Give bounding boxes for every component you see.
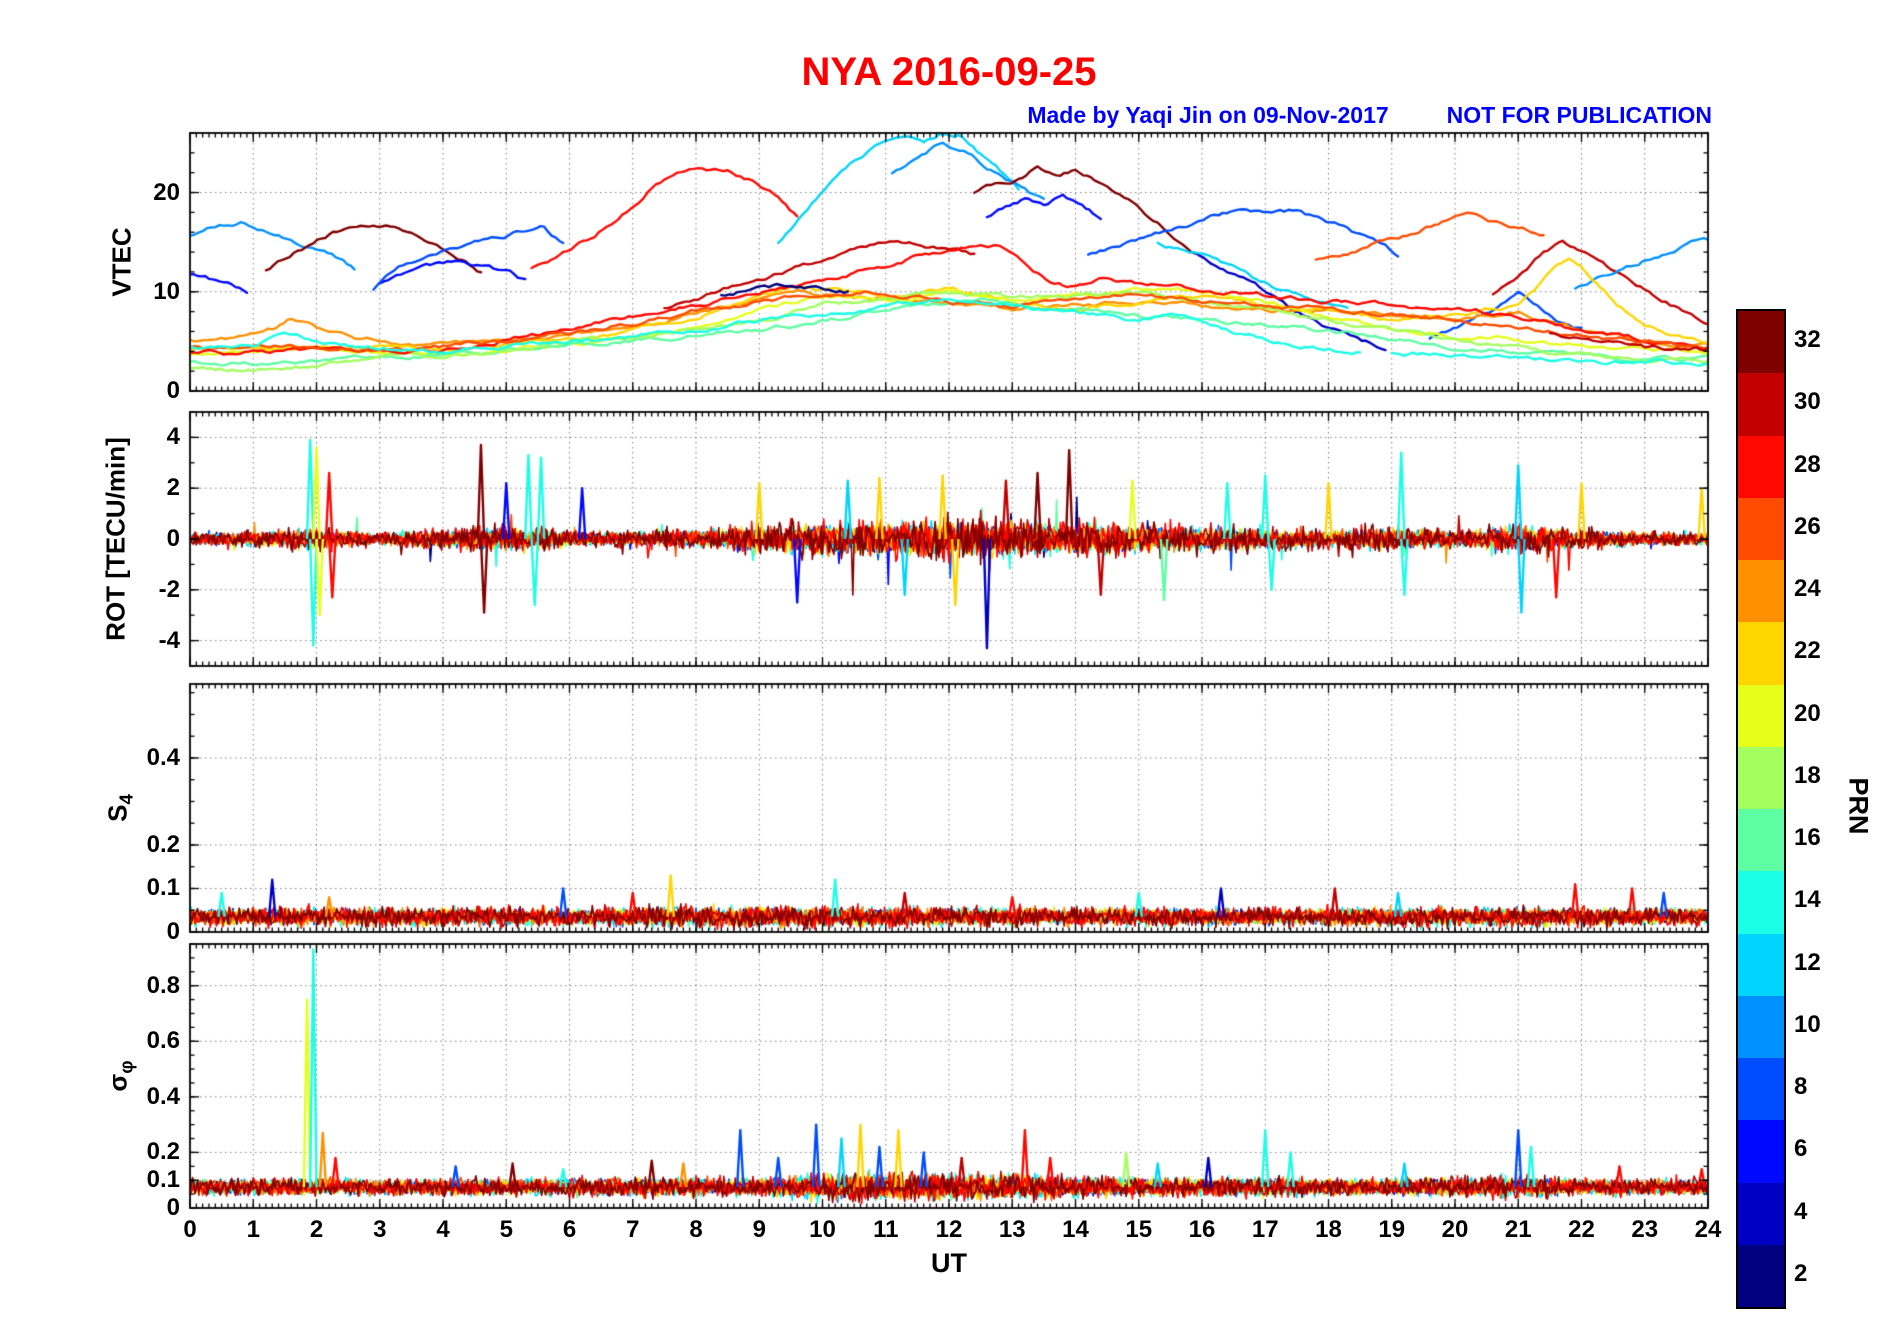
s4-y-tick-label: 0 <box>166 918 180 945</box>
colorbar-block <box>1738 373 1784 436</box>
x-axis-label: UT <box>931 1248 967 1278</box>
colorbar-block <box>1738 1120 1784 1183</box>
colorbar-tick-label: 8 <box>1794 1073 1808 1101</box>
annotation: Made by Yaqi Jin on 09-Nov-2017 NOT FOR … <box>1027 102 1712 129</box>
x-tick-label: 10 <box>809 1216 836 1243</box>
x-tick-label: 11 <box>873 1216 899 1243</box>
colorbar-block <box>1738 1182 1784 1245</box>
colorbar-tick-label: 22 <box>1794 637 1821 665</box>
colorbar-tick-label: 28 <box>1794 450 1821 478</box>
x-tick-label: 2 <box>309 1216 324 1243</box>
colorbar-tick-label: 12 <box>1794 948 1821 976</box>
colorbar-block <box>1738 933 1784 996</box>
x-tick-label: 3 <box>373 1216 387 1243</box>
rot-y-tick-label: 4 <box>166 423 180 451</box>
s4-y-tick-label: 0.2 <box>146 830 180 858</box>
colorbar-block <box>1738 1244 1784 1307</box>
colorbar-tick-label: 16 <box>1794 824 1821 852</box>
s4-axis-label-text: S <box>102 804 133 822</box>
colorbar-block <box>1738 311 1784 374</box>
x-tick-label: 14 <box>1062 1216 1089 1243</box>
vtec-y-tick-label: 10 <box>153 277 180 305</box>
colorbar-block <box>1738 995 1784 1058</box>
colorbar-block <box>1738 622 1784 685</box>
colorbar-block <box>1738 809 1784 872</box>
colorbar-block <box>1738 1058 1784 1121</box>
x-tick-label: 6 <box>562 1216 577 1243</box>
x-tick-label: 15 <box>1125 1216 1153 1243</box>
rot-y-tick-label: -2 <box>158 575 180 603</box>
x-tick-label: 5 <box>499 1216 513 1243</box>
colorbar-tick-label: 4 <box>1794 1197 1808 1225</box>
x-tick-label: 19 <box>1378 1216 1406 1243</box>
sigma_phi-y-tick-label: 0.2 <box>146 1138 180 1166</box>
x-tick-label: 4 <box>436 1216 450 1243</box>
rot-y-tick-label: 2 <box>166 474 180 502</box>
colorbar-tick-label: 26 <box>1794 512 1821 540</box>
colorbar-tick-label: 20 <box>1794 699 1821 727</box>
sigma_phi-y-tick-label: 0 <box>166 1194 180 1221</box>
s4-y-tick-label: 0.4 <box>146 743 180 771</box>
sigma_phi-y-tick-label: 0.6 <box>146 1027 180 1055</box>
s4-axis-label: S4 <box>102 794 137 822</box>
x-tick-label: 22 <box>1568 1216 1595 1243</box>
x-tick-label: 0 <box>183 1216 197 1243</box>
colorbar-block <box>1738 497 1784 560</box>
colorbar-tick-label: 32 <box>1794 326 1821 354</box>
x-tick-label: 7 <box>626 1216 640 1243</box>
s4-y-tick-label: 0.1 <box>146 874 180 902</box>
vtec-y-tick-label: 0 <box>166 377 180 404</box>
x-tick-label: 18 <box>1315 1216 1342 1243</box>
chart-title: NYA 2016-09-25 <box>801 50 1097 94</box>
annotation-credit: Made by Yaqi Jin on 09-Nov-2017 <box>1027 102 1389 128</box>
x-tick-label: 16 <box>1188 1216 1216 1243</box>
sigma-phi-axis-label-sub: φ <box>115 1060 137 1074</box>
colorbar-block <box>1738 684 1784 747</box>
colorbar-tick-label: 10 <box>1794 1010 1821 1038</box>
s4-axis-label-sub: 4 <box>115 794 137 805</box>
colorbar-label: PRN <box>1843 777 1874 835</box>
x-tick-label: 13 <box>998 1216 1026 1243</box>
colorbar-block <box>1738 560 1784 623</box>
sigma_phi-y-tick-label: 0.8 <box>146 971 180 999</box>
x-tick-label: 24 <box>1694 1216 1722 1243</box>
vtec-y-tick-label: 20 <box>153 178 180 206</box>
x-tick-label: 23 <box>1631 1216 1659 1243</box>
rot-y-tick-label: 0 <box>166 525 180 552</box>
colorbar-tick-label: 14 <box>1794 886 1821 914</box>
colorbar-tick-label: 30 <box>1794 388 1821 416</box>
colorbar-tick-label: 2 <box>1794 1259 1808 1287</box>
colorbar-block <box>1738 871 1784 934</box>
x-tick-label: 20 <box>1441 1216 1469 1243</box>
x-tick-label: 9 <box>752 1216 766 1243</box>
sigma_phi-y-tick-label: 0.4 <box>146 1082 180 1110</box>
colorbar-tick-label: 24 <box>1794 575 1821 603</box>
rot-y-tick-label: -4 <box>158 626 180 654</box>
sigma_phi-y-tick-label: 0.1 <box>146 1166 180 1194</box>
x-tick-label: 1 <box>246 1216 260 1243</box>
colorbar-tick-label: 6 <box>1794 1135 1808 1163</box>
annotation-notice: NOT FOR PUBLICATION <box>1446 102 1712 128</box>
x-tick-label: 17 <box>1251 1216 1279 1243</box>
colorbar-block <box>1738 435 1784 498</box>
colorbar-tick-label: 18 <box>1794 761 1821 789</box>
x-tick-label: 21 <box>1504 1216 1532 1243</box>
x-tick-label: 8 <box>689 1216 703 1243</box>
x-tick-label: 12 <box>935 1216 963 1243</box>
colorbar <box>1736 309 1786 1309</box>
colorbar-block <box>1738 746 1784 809</box>
